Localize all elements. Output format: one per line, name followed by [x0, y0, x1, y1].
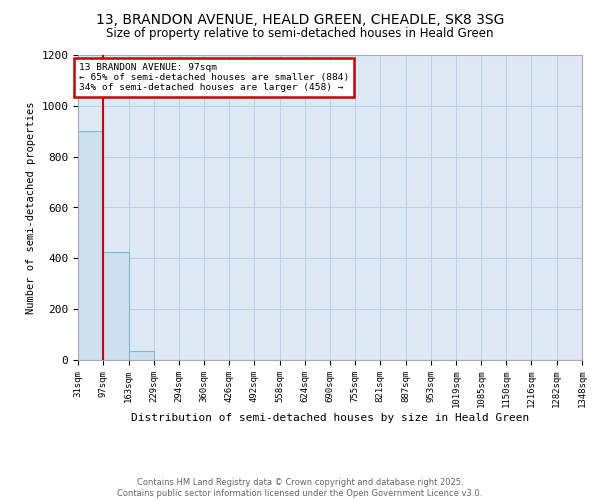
Bar: [128, 351, 154, 360]
Text: Contains HM Land Registry data © Crown copyright and database right 2025.
Contai: Contains HM Land Registry data © Crown c…: [118, 478, 482, 498]
Bar: [78, 131, 103, 360]
Bar: [103, 252, 128, 360]
Text: 13 BRANDON AVENUE: 97sqm
← 65% of semi-detached houses are smaller (884)
34% of : 13 BRANDON AVENUE: 97sqm ← 65% of semi-d…: [79, 62, 349, 92]
Text: 13, BRANDON AVENUE, HEALD GREEN, CHEADLE, SK8 3SG: 13, BRANDON AVENUE, HEALD GREEN, CHEADLE…: [96, 12, 504, 26]
Text: Size of property relative to semi-detached houses in Heald Green: Size of property relative to semi-detach…: [106, 28, 494, 40]
Y-axis label: Number of semi-detached properties: Number of semi-detached properties: [26, 101, 36, 314]
X-axis label: Distribution of semi-detached houses by size in Heald Green: Distribution of semi-detached houses by …: [131, 413, 529, 423]
